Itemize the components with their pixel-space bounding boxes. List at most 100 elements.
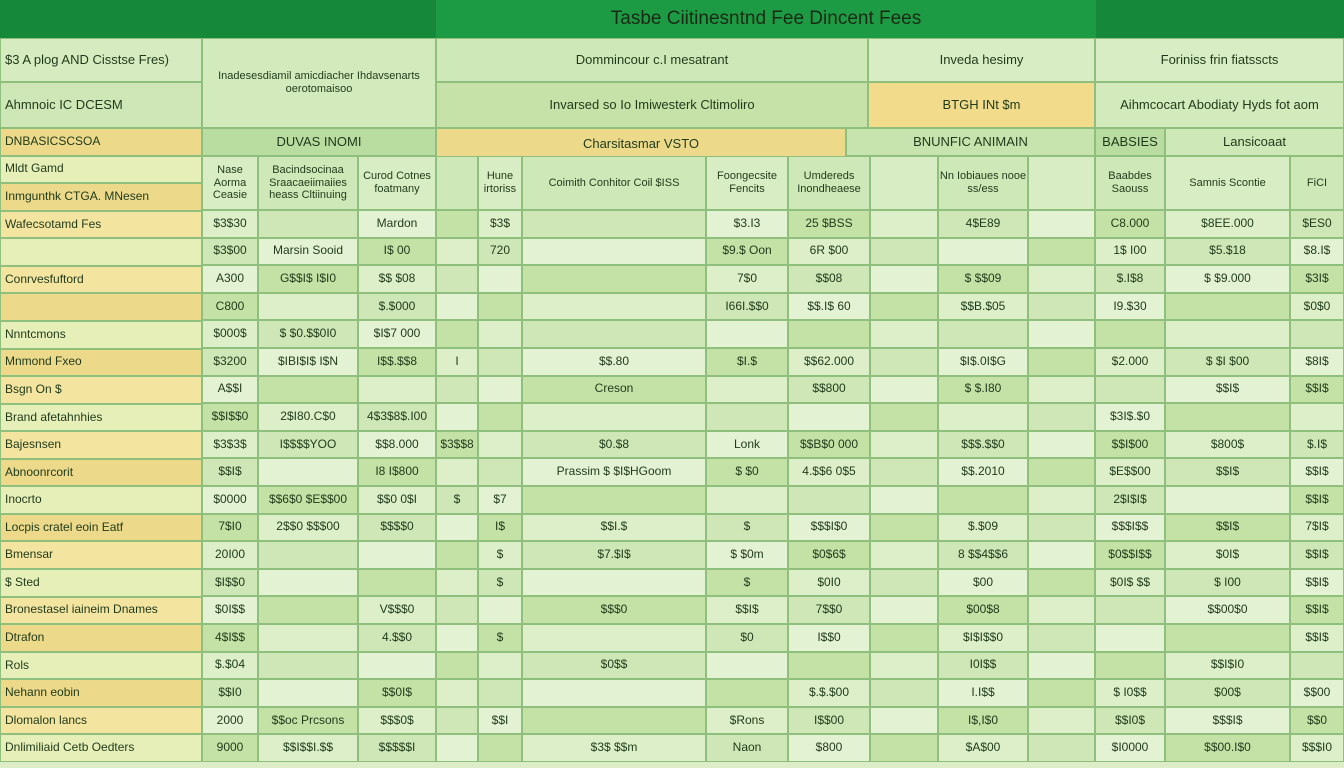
table-cell [938, 486, 1028, 514]
table-cell: $$I$I0 [1165, 651, 1290, 680]
table-cell: $$oc Prcsons [258, 706, 358, 735]
table-cell [1028, 430, 1095, 459]
table-cell [870, 320, 938, 348]
table-cell: 4$3$8$.I00 [358, 403, 436, 431]
table-cell [870, 513, 938, 542]
table-cell: $800$ [1165, 430, 1290, 459]
table-cell: 25 $BSS [788, 210, 870, 238]
left-row: Nnntcmons [0, 320, 202, 349]
header-cell: BNUNFIC ANIMAIN [846, 128, 1095, 156]
table-cell: $$I$ [1290, 375, 1344, 404]
table-cell [1095, 320, 1165, 348]
table-cell [522, 679, 706, 707]
table-cell [1290, 651, 1344, 680]
table-cell: $$I$ [1290, 486, 1344, 514]
table-cell [1028, 734, 1095, 762]
table-cell: $$I0$ [1095, 706, 1165, 735]
table-cell [436, 210, 478, 238]
table-cell [522, 624, 706, 652]
left-row [0, 238, 202, 266]
table-cell: $I$.0I$G [938, 348, 1028, 376]
table-cell [870, 430, 938, 459]
table-cell [258, 651, 358, 680]
table-cell [1095, 375, 1165, 404]
table-cell: $ [478, 568, 522, 597]
table-cell [870, 265, 938, 293]
table-cell: I0I$$ [938, 651, 1028, 680]
table-cell [258, 541, 358, 569]
left-row: DNBASICSCSOA [0, 128, 202, 156]
table-cell: $$I0 [202, 679, 258, 707]
table-cell [1028, 458, 1095, 486]
table-cell [1165, 292, 1290, 321]
table-cell: $0$$I$$ [1095, 541, 1165, 569]
table-cell [1095, 596, 1165, 624]
header-cell: Inveda hesimy [868, 38, 1095, 82]
table-cell: $ $$09 [938, 265, 1028, 293]
table-cell: $$0I$ [358, 679, 436, 707]
table-cell: $.$04 [202, 651, 258, 680]
table-cell: $8I$ [1290, 348, 1344, 376]
table-cell [478, 734, 522, 762]
table-cell: $$$I0 [1290, 734, 1344, 762]
table-cell [522, 568, 706, 597]
table-cell: 7$$0 [788, 596, 870, 624]
table-cell: $$I [478, 706, 522, 735]
left-row: Mldt Gamd [0, 155, 202, 184]
table-cell: 2$I$I$ [1095, 486, 1165, 514]
table-cell [436, 596, 478, 624]
table-cell: $.I$8 [1095, 265, 1165, 293]
table-cell [1028, 320, 1095, 348]
left-row: Locpis cratel eoin Eatf [0, 513, 202, 542]
table-cell: $00$ [1165, 679, 1290, 707]
table-cell: Prassim $ $I$HGoom [522, 458, 706, 486]
table-cell [478, 430, 522, 459]
table-cell [478, 403, 522, 431]
column-header: Nn Iobiaues nooe ss/ess [938, 156, 1028, 210]
header-cell: Invarsed so Io Imiwesterk Cltimoliro [436, 82, 868, 128]
column-header: Umdereds Inondheaese [788, 156, 870, 210]
left-row: Inmgunthk CTGA. MNesen [0, 183, 202, 211]
table-cell [258, 375, 358, 404]
table-cell: $$ $08 [358, 265, 436, 293]
table-cell: $$800 [788, 375, 870, 404]
table-cell: $$00 [1290, 679, 1344, 707]
table-cell: $3I$ [1290, 265, 1344, 293]
table-cell [478, 596, 522, 624]
table-cell [478, 651, 522, 680]
left-row: Conrvesfuftord [0, 265, 202, 294]
table-cell: I$ [478, 513, 522, 542]
table-cell: $I$$0 [202, 568, 258, 597]
table-cell [870, 706, 938, 735]
table-cell: $ [706, 513, 788, 542]
table-cell [1028, 568, 1095, 597]
table-cell: $.$09 [938, 513, 1028, 542]
table-cell: I9.$30 [1095, 292, 1165, 321]
table-cell: Creson [522, 375, 706, 404]
header-cell: Aihmcocart Abodiaty Hyds fot aom [1095, 82, 1344, 128]
table-cell [1290, 320, 1344, 348]
table-cell [436, 292, 478, 321]
table-cell: I$ 00 [358, 237, 436, 266]
table-cell: $2.000 [1095, 348, 1165, 376]
table-cell: $ $I $00 [1165, 348, 1290, 376]
table-cell: 2$$0 $$$00 [258, 513, 358, 542]
table-cell: $3.I3 [706, 210, 788, 238]
table-cell [522, 706, 706, 735]
table-cell [478, 265, 522, 293]
table-cell: I$,I$0 [938, 706, 1028, 735]
table-cell: $I$I$$0 [938, 624, 1028, 652]
table-cell: I$$.$$8 [358, 348, 436, 376]
table-cell: $ $0.$$0I0 [258, 320, 358, 348]
table-cell [478, 375, 522, 404]
table-cell [870, 568, 938, 597]
table-cell: $00$8 [938, 596, 1028, 624]
column-header [436, 156, 478, 210]
table-cell: $I$7 000 [358, 320, 436, 348]
column-header [1028, 156, 1095, 210]
table-cell [436, 679, 478, 707]
table-cell: 7$0 [706, 265, 788, 293]
left-row: Bajesnsen [0, 431, 202, 459]
table-cell: $$62.000 [788, 348, 870, 376]
table-cell: 9000 [202, 734, 258, 762]
